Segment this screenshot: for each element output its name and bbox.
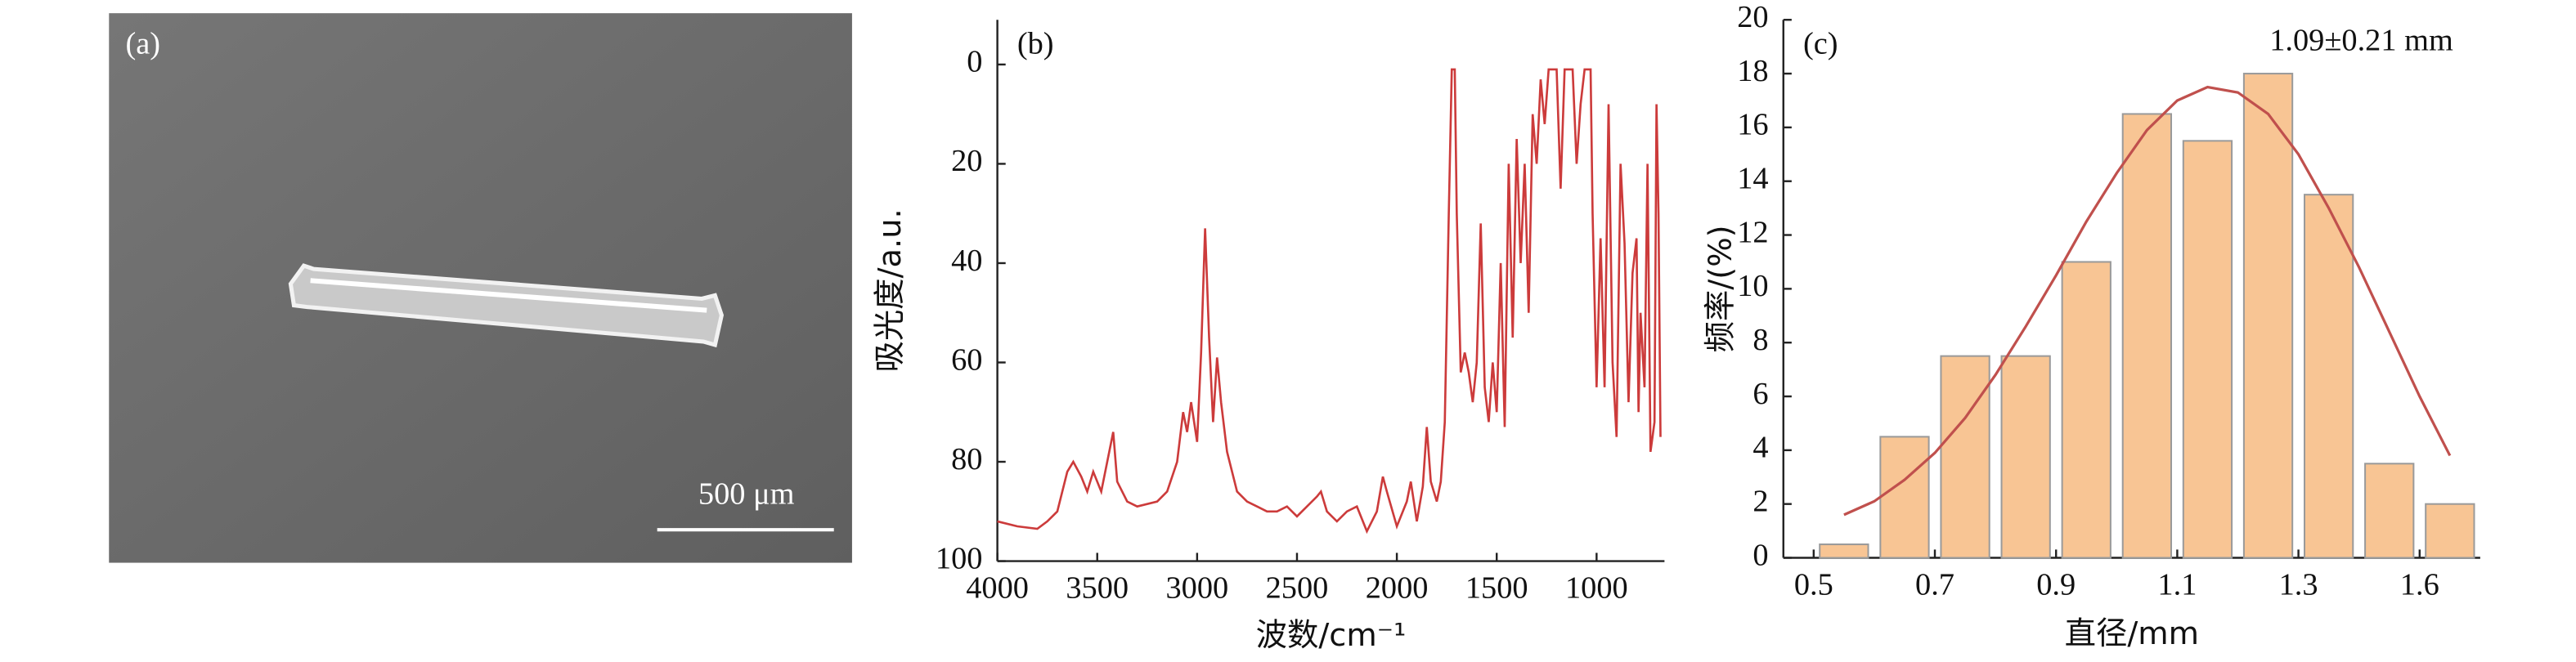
histogram-bar	[2182, 140, 2233, 559]
spectrum-line	[997, 68, 1662, 535]
y-tick-label: 12	[1737, 215, 1768, 249]
x-tick-label: 1.3	[2279, 568, 2318, 602]
y-axis-label: 频率/(%)	[1703, 225, 1739, 352]
y-tick-label: 20	[1737, 0, 1768, 34]
histogram-bar	[1819, 543, 1869, 559]
annotation: 1.09±0.21 mm	[2269, 23, 2453, 57]
histogram-bar	[2425, 503, 2475, 559]
y-tick-label: 0	[967, 45, 982, 79]
histogram-bar	[2000, 355, 2051, 559]
y-tick-label: 20	[951, 144, 982, 178]
y-tick-label: 4	[1752, 431, 1768, 465]
y-tick-label: 18	[1737, 54, 1768, 88]
x-tick-label: 1500	[1465, 571, 1528, 606]
histogram-bar	[2061, 261, 2112, 559]
sem-panel: 500 μm (a)	[109, 13, 852, 563]
y-tick-label: 14	[1737, 162, 1768, 196]
fiber-highlight	[310, 278, 707, 313]
y-tick-label: 8	[1752, 323, 1768, 357]
x-tick-label: 1.1	[2157, 568, 2197, 602]
y-tick-label: 16	[1737, 108, 1768, 142]
x-tick-label: 4000	[966, 571, 1029, 606]
x-axis-label: 波数/cm⁻¹	[1256, 617, 1407, 654]
y-tick-label: 40	[951, 244, 982, 278]
histogram-bar	[2303, 194, 2354, 559]
y-tick-label: 100	[936, 541, 983, 575]
y-tick-label: 0	[1752, 538, 1768, 572]
y-tick-label: 2	[1752, 484, 1768, 518]
x-tick-label: 0.7	[1915, 568, 1954, 602]
histogram-bar	[1940, 355, 1990, 559]
panel-label: (b)	[1017, 26, 1054, 60]
x-tick-label: 3500	[1066, 571, 1129, 606]
y-tick-label: 6	[1752, 377, 1768, 411]
y-tick-label: 60	[951, 342, 982, 377]
histogram-bar	[1879, 436, 1930, 559]
y-tick-label: 10	[1737, 269, 1768, 303]
fit-curve	[1843, 85, 2452, 517]
x-tick-label: 3000	[1165, 571, 1228, 606]
x-axis-label: 直径/mm	[2065, 615, 2199, 652]
y-axis-label: 吸光度/a.u.	[872, 208, 909, 372]
histogram-bar	[2364, 463, 2415, 559]
x-tick-label: 2500	[1266, 571, 1329, 606]
y-tick-label: 80	[951, 442, 982, 476]
histogram-bar	[2242, 73, 2294, 559]
x-tick-label: 0.5	[1794, 568, 1833, 602]
x-tick-label: 0.9	[2036, 568, 2076, 602]
x-tick-label: 2000	[1366, 571, 1429, 606]
panel-label: (a)	[125, 26, 160, 60]
scale-bar-label: 500 μm	[698, 477, 795, 512]
histogram-bar	[2121, 113, 2172, 559]
x-tick-label: 1.6	[2400, 568, 2439, 602]
x-tick-label: 1000	[1565, 571, 1628, 606]
panel-label: (c)	[1803, 26, 1838, 60]
